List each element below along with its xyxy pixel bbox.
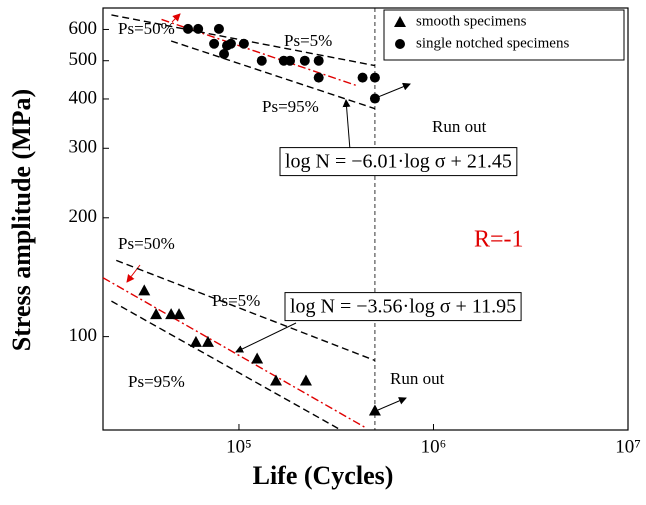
legend-label: single notched specimens (416, 35, 569, 51)
triangle-marker (299, 374, 312, 386)
legend-label: smooth specimens (416, 13, 527, 29)
triangle-marker (165, 308, 178, 320)
y-tick-label: 300 (69, 137, 98, 158)
fit-line (116, 259, 376, 362)
legend: smooth specimens single notched specimens (383, 9, 625, 61)
circle-marker (225, 38, 236, 49)
circle-marker (313, 55, 324, 66)
circle-marker (256, 55, 267, 66)
annotation: Ps=95% (262, 97, 319, 116)
circle-marker (285, 55, 296, 66)
fit-line (170, 40, 376, 110)
triangle-marker (269, 374, 282, 386)
arrows (126, 13, 411, 411)
circle-marker (395, 39, 405, 49)
y-tick-label: 400 (69, 87, 98, 108)
circle-marker (219, 48, 230, 59)
x-axis-title: Life (Cycles) (253, 461, 394, 490)
circle-marker (357, 72, 368, 83)
annotation: Ps=5% (284, 31, 332, 50)
circle-marker (209, 38, 220, 49)
annotation: Ps=50% (118, 19, 175, 38)
circle-marker (299, 55, 310, 66)
x-tick-label: 10⁶ (421, 436, 447, 457)
annotation: Ps=50% (118, 234, 175, 253)
circle-marker (182, 23, 193, 34)
annotation-box (284, 292, 522, 322)
y-tick-label: 200 (69, 206, 98, 227)
y-tick-label: 600 (69, 18, 98, 39)
circle-marker (238, 38, 249, 49)
y-axis-title: Stress amplitude (MPa) (7, 89, 36, 351)
fit-line (102, 277, 367, 429)
annotation: Ps=95% (128, 372, 185, 391)
annotation: log N = −3.56·log σ + 11.95 (290, 296, 516, 318)
triangle-marker (201, 335, 214, 347)
annotation: Run out (390, 369, 445, 388)
triangle-marker (394, 16, 406, 27)
triangle-marker (138, 284, 151, 296)
circle-marker (369, 93, 380, 104)
circle-marker (313, 72, 324, 83)
circle-marker (213, 23, 224, 34)
y-tick-label: 100 (69, 325, 98, 346)
x-tick-label: 10⁵ (226, 436, 252, 457)
triangle-marker (368, 404, 381, 416)
annotation: R=-1 (474, 227, 524, 253)
x-tick-label: 10⁷ (615, 436, 641, 457)
circle-marker (369, 72, 380, 83)
annotation-box (279, 147, 518, 177)
triangle-marker (173, 308, 186, 320)
triangle-marker (150, 308, 163, 320)
triangle-marker (189, 335, 202, 347)
annotation: Run out (432, 117, 487, 136)
circle-marker (193, 23, 204, 34)
annotation: Ps=5% (212, 291, 260, 310)
triangle-marker (251, 352, 264, 364)
plot-frame (102, 7, 629, 431)
legend-box (383, 9, 625, 61)
annotation: log N = −6.01·log σ + 21.45 (285, 151, 512, 173)
y-tick-label: 500 (69, 49, 98, 70)
